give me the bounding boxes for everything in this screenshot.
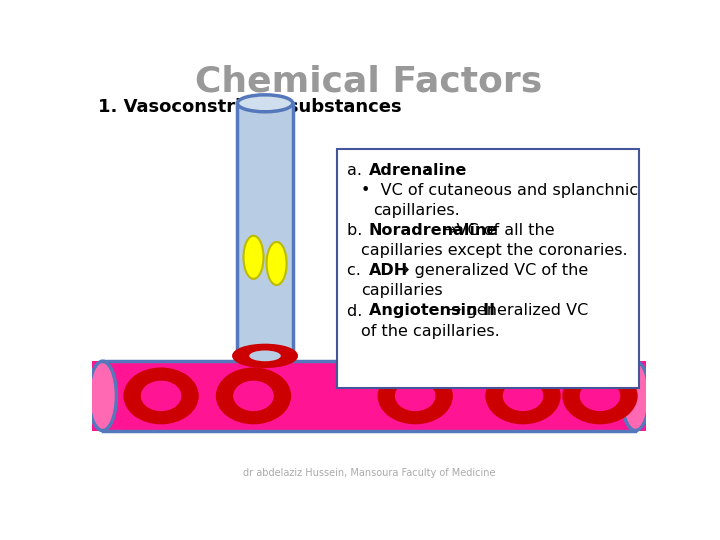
Text: →VC of all the: →VC of all the [438, 224, 554, 239]
Bar [92, 361, 647, 430]
Ellipse shape [486, 368, 560, 423]
Text: d.: d. [348, 303, 373, 319]
Text: b.: b. [348, 224, 373, 239]
Text: Noradrenaline: Noradrenaline [369, 224, 498, 239]
Ellipse shape [503, 381, 544, 411]
Ellipse shape [563, 368, 637, 423]
Text: → generalized VC: → generalized VC [443, 303, 588, 319]
Ellipse shape [217, 368, 290, 423]
Bar [238, 103, 293, 357]
Text: Angiotensin II: Angiotensin II [369, 303, 495, 319]
Ellipse shape [378, 368, 452, 423]
Text: dr abdelaziz Hussein, Mansoura Faculty of Medicine: dr abdelaziz Hussein, Mansoura Faculty o… [243, 468, 495, 478]
Text: a.: a. [348, 164, 373, 178]
Text: •  VC of cutaneous and splanchnic: • VC of cutaneous and splanchnic [361, 184, 639, 198]
Text: Adrenaline: Adrenaline [369, 164, 467, 178]
Text: ADH: ADH [369, 264, 408, 279]
Bar [337, 150, 639, 388]
Ellipse shape [243, 236, 264, 279]
Ellipse shape [141, 381, 181, 411]
Ellipse shape [580, 381, 621, 411]
Text: 1. Vasoconstrictor substances: 1. Vasoconstrictor substances [98, 98, 402, 116]
Ellipse shape [124, 368, 198, 423]
Ellipse shape [89, 361, 117, 430]
Text: Chemical Factors: Chemical Factors [195, 65, 543, 99]
Ellipse shape [249, 350, 281, 361]
Text: capillaries except the coronaries.: capillaries except the coronaries. [361, 244, 628, 259]
Text: c.: c. [348, 264, 372, 279]
Ellipse shape [621, 361, 649, 430]
Text: capillaries: capillaries [361, 284, 443, 299]
Ellipse shape [395, 381, 436, 411]
Ellipse shape [233, 345, 297, 367]
Ellipse shape [233, 381, 274, 411]
Ellipse shape [238, 95, 293, 112]
Ellipse shape [266, 242, 287, 285]
Text: :: : [425, 164, 430, 178]
Text: of the capillaries.: of the capillaries. [361, 323, 500, 339]
Text: capillaries.: capillaries. [374, 204, 460, 218]
Text: → generalized VC of the: → generalized VC of the [390, 264, 588, 279]
